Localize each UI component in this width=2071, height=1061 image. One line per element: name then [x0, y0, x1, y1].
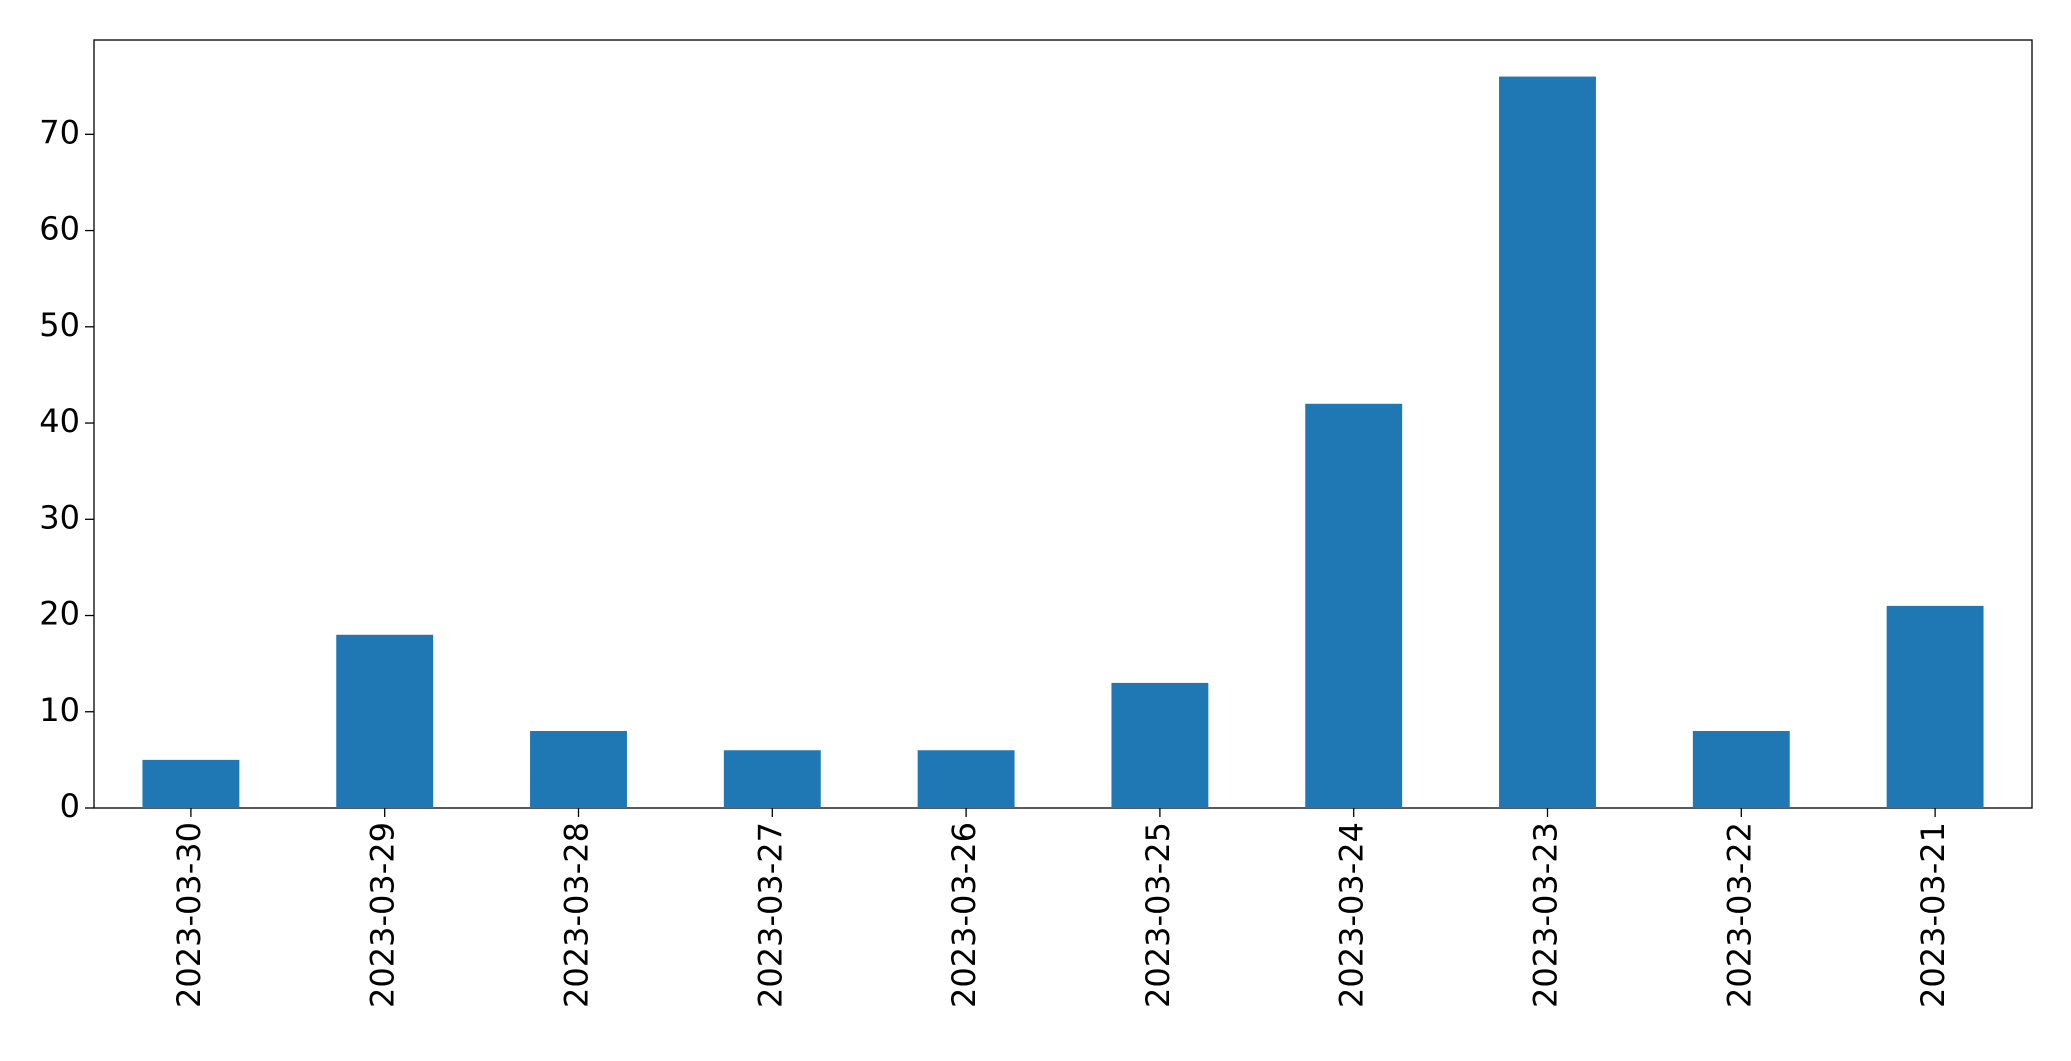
bar: [1499, 76, 1596, 809]
x-tick-label: 2023-03-24: [1333, 822, 1371, 1008]
bar: [1692, 731, 1790, 808]
bar: [1305, 403, 1403, 808]
bar: [336, 634, 434, 808]
x-tick-label: 2023-03-27: [751, 822, 789, 1008]
x-tick-label: 2023-03-23: [1527, 822, 1565, 1008]
x-tick-label: 2023-03-22: [1720, 822, 1758, 1008]
y-tick-label: 40: [39, 402, 80, 440]
y-tick-label: 30: [39, 498, 80, 536]
y-tick-label: 60: [39, 210, 80, 248]
plot-frame: [93, 39, 2033, 809]
bar: [723, 750, 821, 808]
bar: [530, 731, 627, 808]
x-tick-label: 2023-03-25: [1139, 822, 1177, 1008]
x-tick-label: 2023-03-28: [558, 822, 596, 1008]
bar: [142, 759, 240, 808]
x-tick-label: 2023-03-21: [1914, 822, 1952, 1008]
bar: [917, 750, 1015, 808]
y-tick-label: 10: [39, 691, 80, 729]
y-tick-label: 70: [39, 113, 80, 151]
x-tick-label: 2023-03-26: [945, 822, 983, 1008]
bar: [1886, 605, 1984, 808]
x-tick-label: 2023-03-30: [170, 822, 208, 1008]
bar: [1111, 682, 1209, 808]
y-tick-label: 20: [39, 595, 80, 633]
x-tick-label: 2023-03-29: [364, 822, 402, 1008]
y-tick-label: 0: [60, 787, 80, 825]
y-tick-label: 50: [39, 306, 80, 344]
